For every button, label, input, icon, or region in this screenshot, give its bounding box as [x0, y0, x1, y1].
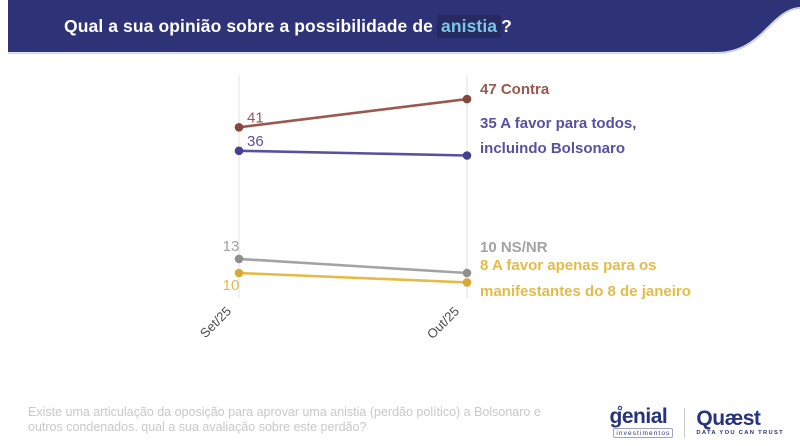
series-end-label: 47 Contra [480, 81, 550, 98]
title-highlight: anistia [436, 14, 502, 38]
category-label: Set/25 [197, 304, 234, 341]
banner-edge-line [8, 7, 800, 54]
genial-logo: genial investimentos [603, 405, 674, 438]
series-line-2 [238, 257, 468, 275]
data-point [234, 123, 244, 132]
series-line-3 [238, 271, 468, 284]
data-point [462, 278, 472, 287]
quaest-logo: Quæst DATA YOU CAN TRUST [696, 406, 784, 437]
series-end-label: manifestantes do 8 de janeiro [480, 283, 691, 300]
data-point [462, 94, 472, 104]
series-end-label: 8 A favor apenas para os [480, 257, 656, 274]
data-point [462, 268, 472, 278]
data-point [234, 146, 244, 156]
category-label: Out/25 [424, 304, 462, 342]
quaest-logo-tagline: DATA YOU CAN TRUST [696, 430, 784, 437]
title-prefix: Qual a sua opinião sobre a possibilidade… [64, 15, 433, 36]
branding-logos: genial investimentos Quæst DATA YOU CAN … [603, 405, 784, 438]
genial-logo-text: genial [609, 405, 668, 428]
data-point [234, 254, 244, 264]
genial-logo-subtext: investimentos [613, 428, 674, 438]
opinion-line-chart: Set/25 Out/25 41 47 Contra 36 35 A favor para… [197, 75, 691, 342]
series-line-0 [238, 97, 468, 129]
footer-question-line2: outros condenados. qual a sua avaliação … [28, 419, 367, 434]
page-title: Qual a sua opinião sobre a possibilidade… [64, 0, 512, 52]
start-value-label: 36 [247, 133, 264, 150]
series-end-label: 10 NS/NR [480, 239, 548, 256]
data-point [462, 151, 472, 160]
series-line-1 [238, 149, 468, 157]
series-end-label: 35 A favor para todos, [480, 115, 636, 132]
start-value-label: 10 [223, 277, 240, 294]
banner-shape [8, 0, 800, 52]
footer-question-line1: Existe uma articulação da oposição para … [28, 405, 541, 419]
header-banner [8, 0, 800, 54]
title-suffix: ? [501, 15, 512, 36]
start-value-label: 13 [223, 238, 240, 255]
start-value-label: 41 [247, 109, 264, 126]
data-point [234, 268, 244, 278]
logo-divider [684, 407, 686, 438]
series-end-label: incluindo Bolsonaro [480, 140, 625, 157]
footer-question: Existe uma articulação da oposição para … [28, 405, 541, 434]
quaest-logo-text: Quæst [696, 406, 761, 430]
chart-area: Set/25 Out/25 41 47 Contra 36 35 A favor para… [0, 60, 800, 360]
